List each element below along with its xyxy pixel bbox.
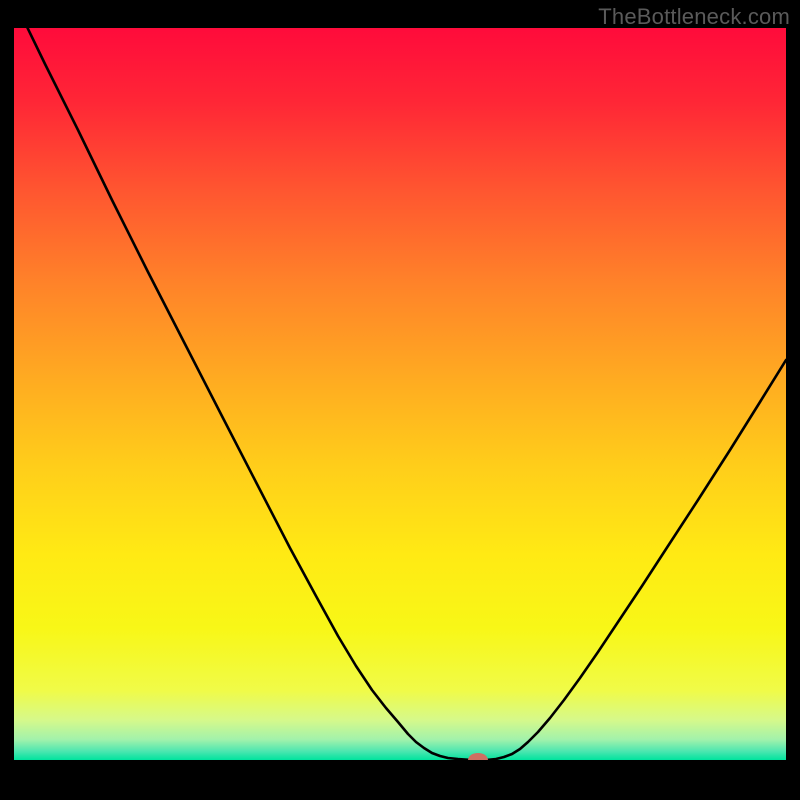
plot-area: [14, 28, 786, 760]
chart-svg: [0, 0, 800, 800]
bottleneck-chart: TheBottleneck.com: [0, 0, 800, 800]
watermark-text: TheBottleneck.com: [598, 4, 790, 30]
